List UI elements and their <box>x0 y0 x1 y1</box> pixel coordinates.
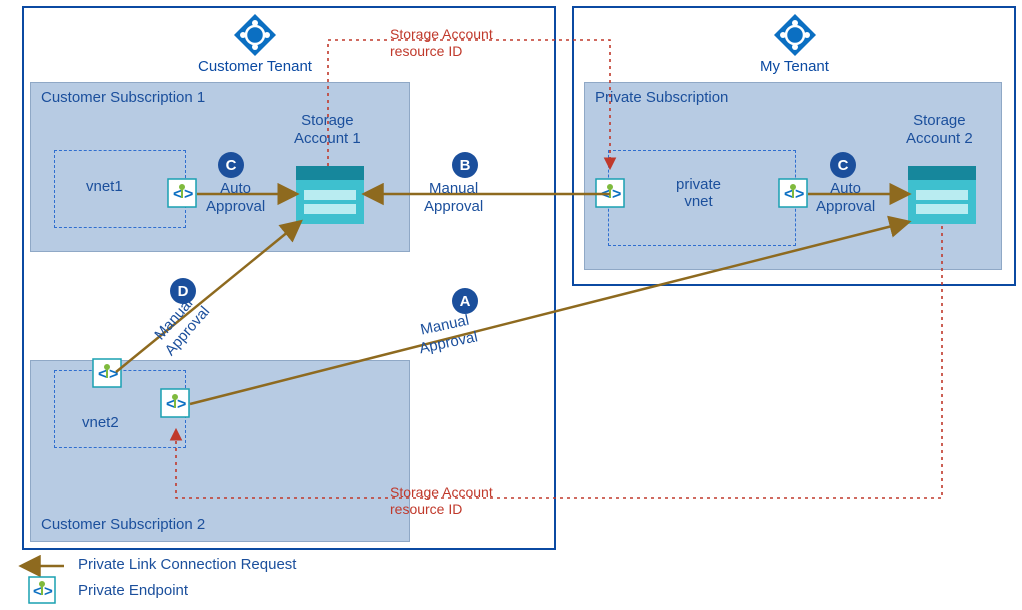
approval-label: Auto Approval <box>206 180 265 216</box>
private-endpoint-icon: <> <box>28 576 56 609</box>
approval-label: Auto Approval <box>816 180 875 216</box>
storage-account-1-icon <box>296 166 364 229</box>
svg-text:>: > <box>184 186 193 203</box>
legend-private-endpoint: Private Endpoint <box>78 582 188 599</box>
azure-ad-icon <box>232 12 278 63</box>
private-endpoint-icon: <> <box>92 358 122 393</box>
private-endpoint-icon: <> <box>778 178 808 213</box>
storage-account-2-icon <box>908 166 976 229</box>
private-vnet-label: private vnet <box>676 176 721 210</box>
resource-id-label: Storage Account resource ID <box>390 484 493 518</box>
tenant-customer-label: Customer Tenant <box>198 58 312 75</box>
azure-ad-icon <box>772 12 818 63</box>
vnet1-label: vnet1 <box>86 178 123 195</box>
badge-c: C <box>218 152 244 178</box>
storage-account-1-label: Storage Account 1 <box>294 112 361 148</box>
vnet2-label: vnet2 <box>82 414 119 431</box>
tenant-mine-label: My Tenant <box>760 58 829 75</box>
badge-b: B <box>452 152 478 178</box>
legend-connection-request: Private Link Connection Request <box>78 556 296 573</box>
storage-account-2-label: Storage Account 2 <box>906 112 973 148</box>
badge-c: C <box>830 152 856 178</box>
approval-label: Manual Approval <box>424 180 483 216</box>
private-endpoint-icon: <> <box>595 178 625 213</box>
private-endpoint-icon: <> <box>167 178 197 213</box>
subscription-title: Customer Subscription 2 <box>41 516 205 533</box>
resource-id-label: Storage Account resource ID <box>390 26 493 60</box>
svg-text:>: > <box>109 366 118 383</box>
svg-text:>: > <box>795 186 804 203</box>
svg-text:>: > <box>177 396 186 413</box>
subscription-title: Private Subscription <box>595 89 728 106</box>
subscription-title: Customer Subscription 1 <box>41 89 205 106</box>
badge-a: A <box>452 288 478 314</box>
svg-text:>: > <box>612 186 621 203</box>
svg-text:>: > <box>44 583 53 600</box>
private-endpoint-icon: <> <box>160 388 190 423</box>
